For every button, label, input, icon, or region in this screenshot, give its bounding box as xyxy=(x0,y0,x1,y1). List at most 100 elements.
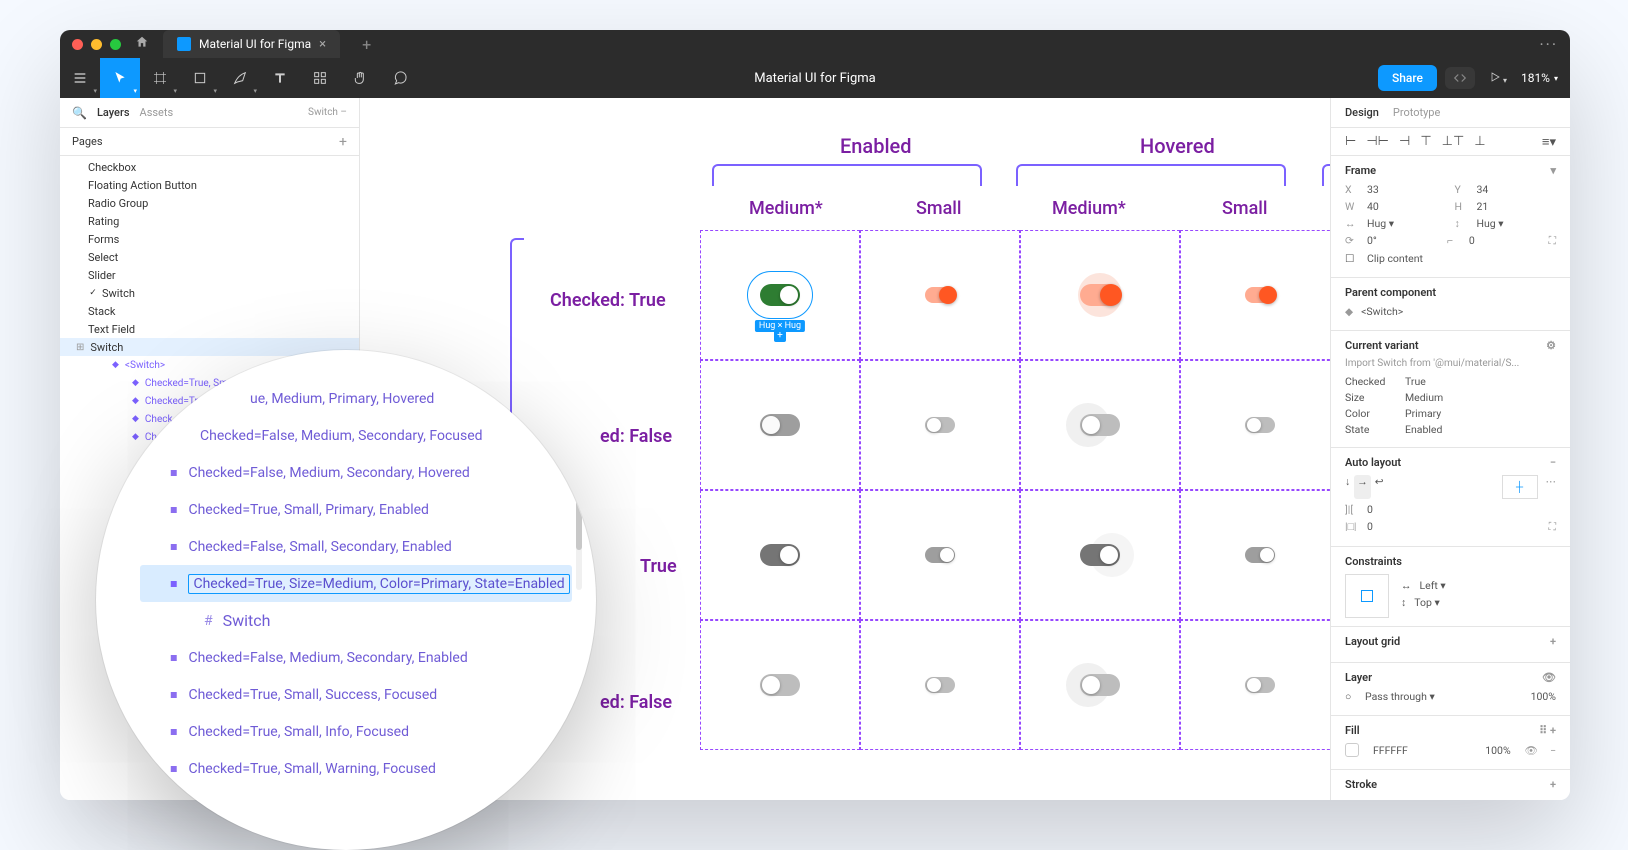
al-direction-h[interactable]: → xyxy=(1354,475,1371,499)
home-icon[interactable] xyxy=(135,35,149,53)
main-menu-icon[interactable]: ▾ xyxy=(60,58,100,98)
opacity-input[interactable]: 100% xyxy=(1531,690,1556,703)
switch[interactable] xyxy=(925,287,955,303)
mag-variant-item[interactable]: ◆Checked=True, Small, Success, Focused xyxy=(140,676,572,713)
vresize-select[interactable]: Hug ▾ xyxy=(1477,217,1557,230)
radius-input[interactable]: 0 xyxy=(1469,234,1541,248)
al-align-box[interactable]: ┼ xyxy=(1502,475,1538,499)
present-icon[interactable]: ▾ xyxy=(1483,71,1513,86)
switch[interactable] xyxy=(925,417,955,433)
switch[interactable] xyxy=(1245,287,1275,303)
al-wrap[interactable]: ↩ xyxy=(1375,475,1384,499)
minimize-window-icon[interactable] xyxy=(91,39,102,50)
variant-cell[interactable] xyxy=(1180,490,1330,620)
page-item[interactable]: Stack xyxy=(60,302,359,320)
fill-styles-icon[interactable]: ⠿ xyxy=(1539,724,1547,737)
page-item[interactable]: ✓Switch xyxy=(60,284,359,302)
switch[interactable] xyxy=(760,284,800,306)
variant-settings-icon[interactable]: ⚙ xyxy=(1546,339,1556,352)
variant-cell[interactable] xyxy=(860,230,1020,360)
variant-cell[interactable] xyxy=(860,360,1020,490)
x-input[interactable]: 33 xyxy=(1367,183,1447,196)
assets-tab[interactable]: Assets xyxy=(140,106,174,119)
variant-cell[interactable]: + xyxy=(700,230,860,360)
file-tab[interactable]: Material UI for Figma × xyxy=(163,30,340,58)
switch[interactable] xyxy=(1080,674,1120,696)
hand-tool-icon[interactable] xyxy=(340,58,380,98)
add-page-icon[interactable]: + xyxy=(339,134,347,150)
rotation-input[interactable]: 0° xyxy=(1367,234,1439,248)
text-tool-icon[interactable] xyxy=(260,58,300,98)
variant-cell[interactable] xyxy=(1180,620,1330,750)
mag-variant-item[interactable]: ◆Checked=True, Small, Primary, Enabled xyxy=(140,491,572,528)
mag-variant-item[interactable]: ue, Medium, Primary, Hovered xyxy=(140,380,572,417)
switch[interactable] xyxy=(1245,547,1275,563)
variant-cell[interactable] xyxy=(700,360,860,490)
comment-tool-icon[interactable] xyxy=(380,58,420,98)
al-padding-expand-icon[interactable]: ⛶ xyxy=(1549,520,1556,534)
add-grid-icon[interactable]: + xyxy=(1550,635,1556,648)
shape-tool-icon[interactable]: ▾ xyxy=(180,58,220,98)
fill-hex-input[interactable]: FFFFFF xyxy=(1373,744,1408,757)
add-stroke-icon[interactable]: + xyxy=(1550,778,1556,791)
mag-variant-item[interactable]: ◆Checked=True, Small, Warning, Focused xyxy=(140,750,572,787)
clip-content-checkbox[interactable]: Clip content xyxy=(1367,252,1423,265)
layer-visibility-icon[interactable]: 👁 xyxy=(1542,671,1556,684)
variant-cell[interactable] xyxy=(1020,490,1180,620)
page-item[interactable]: Checkbox xyxy=(60,158,359,176)
parent-component-name[interactable]: <Switch> xyxy=(1361,305,1403,318)
constraint-v-select[interactable]: Top ▾ xyxy=(1414,596,1440,609)
al-padding-input[interactable]: 0 xyxy=(1367,520,1541,534)
fill-swatch[interactable] xyxy=(1345,743,1359,757)
w-input[interactable]: 40 xyxy=(1367,200,1447,213)
frame-tool-icon[interactable]: ▾ xyxy=(140,58,180,98)
remove-fill-icon[interactable]: − xyxy=(1550,744,1556,757)
mag-variant-item[interactable]: ◆Checked=True, Small, Info, Focused xyxy=(140,713,572,750)
distribute-icon[interactable]: ≡▾ xyxy=(1542,134,1556,150)
mag-variant-item-selected[interactable]: ◆Checked=True, Size=Medium, Color=Primar… xyxy=(140,565,572,602)
mag-variant-item[interactable]: ◆Checked=False, Medium, Secondary, Hover… xyxy=(140,454,572,491)
scrollbar-thumb[interactable] xyxy=(576,480,582,550)
switch[interactable] xyxy=(760,674,800,696)
maximize-window-icon[interactable] xyxy=(110,39,121,50)
blend-mode-select[interactable]: Pass through ▾ xyxy=(1365,690,1435,703)
page-item[interactable]: Forms xyxy=(60,230,359,248)
add-fill-icon[interactable]: + xyxy=(1550,724,1556,737)
switch[interactable] xyxy=(1080,284,1120,306)
mag-variant-item[interactable]: Checked=False, Medium, Secondary, Focuse… xyxy=(140,417,572,454)
page-item[interactable]: Rating xyxy=(60,212,359,230)
switch[interactable] xyxy=(925,677,955,693)
prop-size[interactable]: Medium xyxy=(1405,391,1443,404)
layers-tab[interactable]: Layers xyxy=(97,106,130,119)
variant-cell[interactable] xyxy=(860,490,1020,620)
close-window-icon[interactable] xyxy=(72,39,83,50)
al-direction-v[interactable]: ↓ xyxy=(1345,475,1350,499)
variant-cell[interactable] xyxy=(700,490,860,620)
page-item[interactable]: Text Field xyxy=(60,320,359,338)
align-hcenter-icon[interactable]: ⊣⊢ xyxy=(1366,134,1389,149)
variant-cell[interactable] xyxy=(1180,230,1330,360)
prop-state[interactable]: Enabled xyxy=(1405,423,1442,436)
prototype-tab[interactable]: Prototype xyxy=(1393,106,1440,119)
mag-variant-item[interactable]: ◆Checked=False, Medium, Secondary, Enabl… xyxy=(140,639,572,676)
resources-icon[interactable] xyxy=(300,58,340,98)
mag-variant-child[interactable]: #Switch xyxy=(140,602,572,639)
switch[interactable] xyxy=(1245,677,1275,693)
design-tab[interactable]: Design xyxy=(1345,106,1379,119)
variant-cell[interactable] xyxy=(700,620,860,750)
document-title[interactable]: Material UI for Figma xyxy=(754,71,875,86)
y-input[interactable]: 34 xyxy=(1477,183,1557,196)
add-variant-icon[interactable]: + xyxy=(774,330,786,342)
page-item[interactable]: Select xyxy=(60,248,359,266)
variant-cell[interactable] xyxy=(1180,360,1330,490)
page-item[interactable]: Slider xyxy=(60,266,359,284)
switch[interactable] xyxy=(1080,414,1120,436)
switch[interactable] xyxy=(760,544,800,566)
variant-cell[interactable] xyxy=(1020,620,1180,750)
dev-mode-toggle[interactable] xyxy=(1445,67,1475,89)
variant-cell[interactable] xyxy=(1020,230,1180,360)
page-item[interactable]: Radio Group xyxy=(60,194,359,212)
align-left-icon[interactable]: ⊢ xyxy=(1345,134,1356,149)
titlebar-more-icon[interactable]: ··· xyxy=(1539,35,1558,54)
scrollbar[interactable] xyxy=(576,390,582,590)
